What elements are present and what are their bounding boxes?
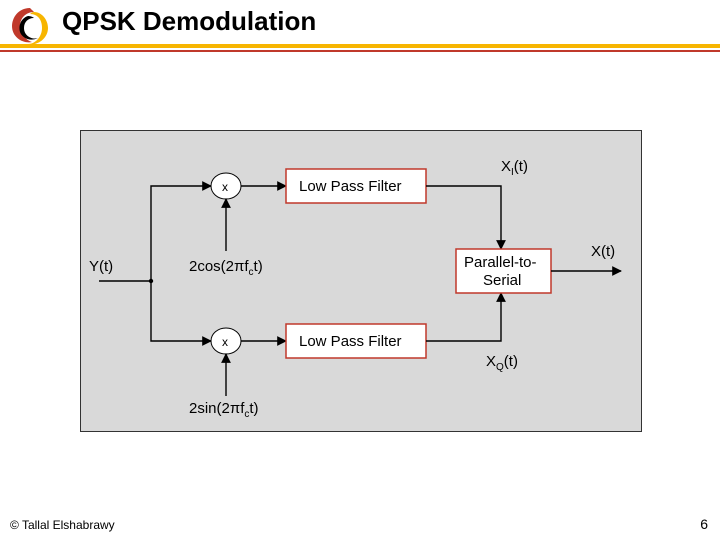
logo — [8, 4, 52, 48]
output-label: X(t) — [591, 243, 615, 260]
page-number: 6 — [700, 516, 708, 532]
lpf-bottom-label: Low Pass Filter — [299, 333, 402, 350]
wire-lpf-p2s-bot — [426, 293, 501, 341]
wire-lpf-p2s-top — [426, 186, 501, 249]
osc-bot-label: 2sin(2πfct) — [189, 400, 259, 420]
multiplier-top-symbol: x — [222, 180, 228, 194]
p2s-label-line1: Parallel-to- — [464, 254, 537, 271]
osc-top-label: 2cos(2πfct) — [189, 258, 263, 278]
header-rule-yellow — [0, 44, 720, 48]
header-rule-red — [0, 50, 720, 52]
split-node — [149, 279, 153, 283]
copyright-text: © Tallal Elshabrawy — [10, 518, 115, 532]
slide-title: QPSK Demodulation — [62, 6, 316, 37]
wire-in-bot — [151, 281, 211, 341]
slide-header: QPSK Demodulation — [0, 0, 720, 68]
xi-label: XI(t) — [501, 158, 528, 178]
block-diagram: Y(t) x x 2cos(2πfct) 2sin(2πfct) Low Pas… — [80, 130, 642, 432]
p2s-label-line2: Serial — [483, 272, 521, 289]
multiplier-bottom-symbol: x — [222, 335, 228, 349]
xq-label: XQ(t) — [486, 353, 518, 373]
input-label: Y(t) — [89, 258, 113, 275]
lpf-top-label: Low Pass Filter — [299, 178, 402, 195]
